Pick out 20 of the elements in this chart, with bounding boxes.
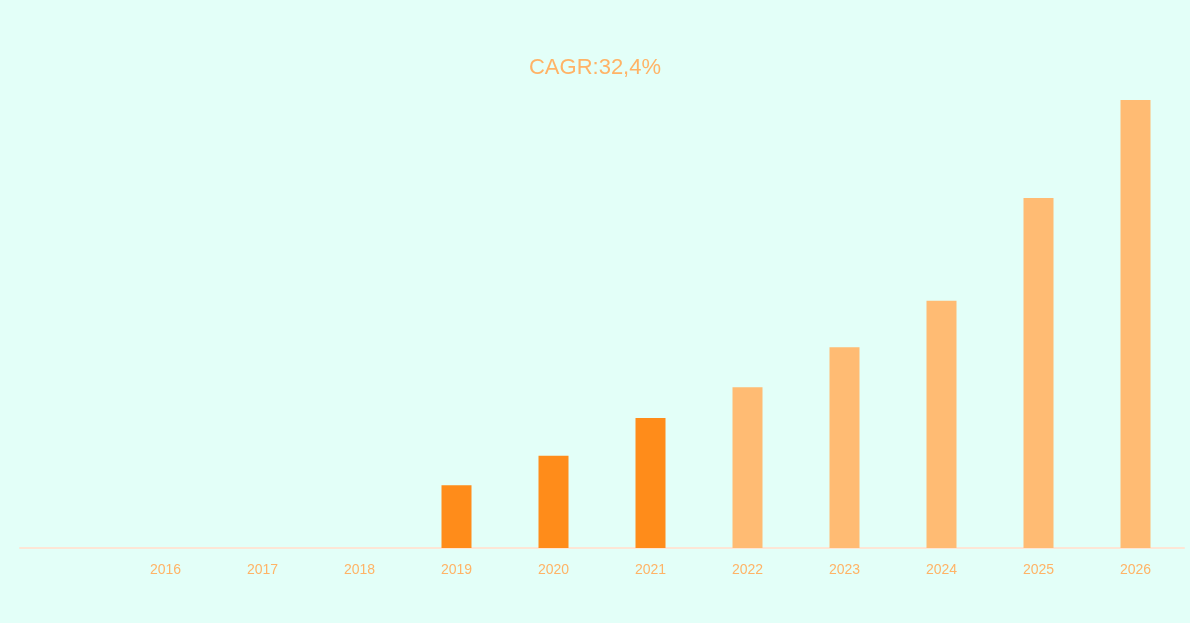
bar	[829, 347, 860, 548]
x-tick-label: 2019	[440, 561, 473, 577]
x-tick-label: 2024	[925, 561, 958, 577]
x-tick-label: 2022	[731, 561, 764, 577]
x-tick-label: 2018	[343, 561, 376, 577]
bar	[926, 300, 957, 548]
bar	[1120, 100, 1151, 548]
bar	[441, 485, 472, 548]
x-tick-label: 2023	[828, 561, 861, 577]
x-tick-label: 2021	[634, 561, 667, 577]
x-tick-label: 2016	[149, 561, 182, 577]
x-tick-label: 2025	[1022, 561, 1055, 577]
chart-title: CAGR:32,4%	[528, 53, 662, 79]
bar	[635, 418, 666, 548]
bar	[538, 455, 569, 548]
x-tick-label: 2017	[246, 561, 279, 577]
x-tick-label: 2026	[1119, 561, 1152, 577]
x-tick-label: 2020	[537, 561, 570, 577]
bar	[732, 387, 763, 548]
bar	[1023, 198, 1054, 548]
